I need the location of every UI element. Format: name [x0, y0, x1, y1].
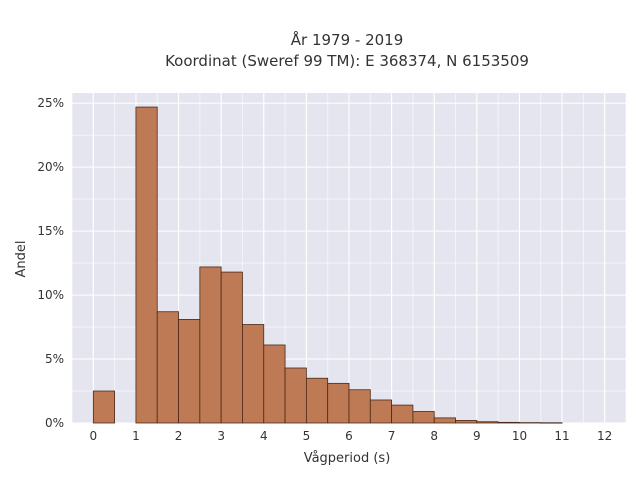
x-tick-label: 6 [345, 429, 353, 443]
histogram-bar [391, 404, 414, 424]
histogram-bar [305, 377, 329, 424]
histogram-bar [348, 389, 371, 424]
histogram-bar [263, 344, 286, 424]
histogram-bar [135, 106, 158, 424]
y-axis-ticks: 0% 5% 10% 15% 20% 25% [37, 96, 64, 430]
y-axis-label: Andel [14, 241, 29, 278]
histogram-bar [455, 420, 478, 424]
x-axis-ticks: 0 1 2 3 4 5 6 7 8 9 10 11 12 [89, 429, 612, 443]
x-tick-label: 2 [175, 429, 183, 443]
histogram-bar [220, 271, 243, 424]
y-tick-label: 25% [37, 96, 64, 110]
y-tick-label: 10% [37, 288, 64, 302]
chart-title: År 1979 - 2019 [291, 30, 404, 49]
x-tick-label: 9 [473, 429, 481, 443]
y-tick-label: 15% [37, 224, 64, 238]
x-tick-label: 10 [512, 429, 527, 443]
histogram-bar [433, 417, 456, 424]
x-axis-label: Vågperiod (s) [304, 451, 391, 466]
x-tick-label: 7 [388, 429, 396, 443]
y-tick-label: 20% [37, 160, 64, 174]
histogram-bar [412, 411, 435, 424]
x-tick-label: 4 [260, 429, 268, 443]
histogram-bar [199, 266, 222, 424]
x-tick-label: 0 [89, 429, 97, 443]
histogram-bar [242, 324, 265, 424]
histogram-bar [178, 318, 201, 424]
histogram-bar [327, 382, 350, 424]
y-tick-label: 5% [45, 352, 64, 366]
histogram-bar [369, 399, 393, 424]
histogram-bar [284, 367, 307, 424]
histogram-bar [92, 390, 116, 424]
x-tick-label: 5 [303, 429, 311, 443]
histogram-bar [476, 421, 499, 424]
x-tick-label: 3 [217, 429, 225, 443]
chart-subtitle: Koordinat (Sweref 99 TM): E 368374, N 61… [165, 52, 529, 70]
bars [92, 106, 563, 424]
y-tick-label: 0% [45, 416, 64, 430]
x-tick-label: 1 [132, 429, 140, 443]
x-tick-label: 12 [597, 429, 612, 443]
histogram-bar [497, 421, 520, 424]
x-tick-label: 8 [430, 429, 438, 443]
histogram-bar [156, 311, 179, 424]
x-tick-label: 11 [554, 429, 569, 443]
